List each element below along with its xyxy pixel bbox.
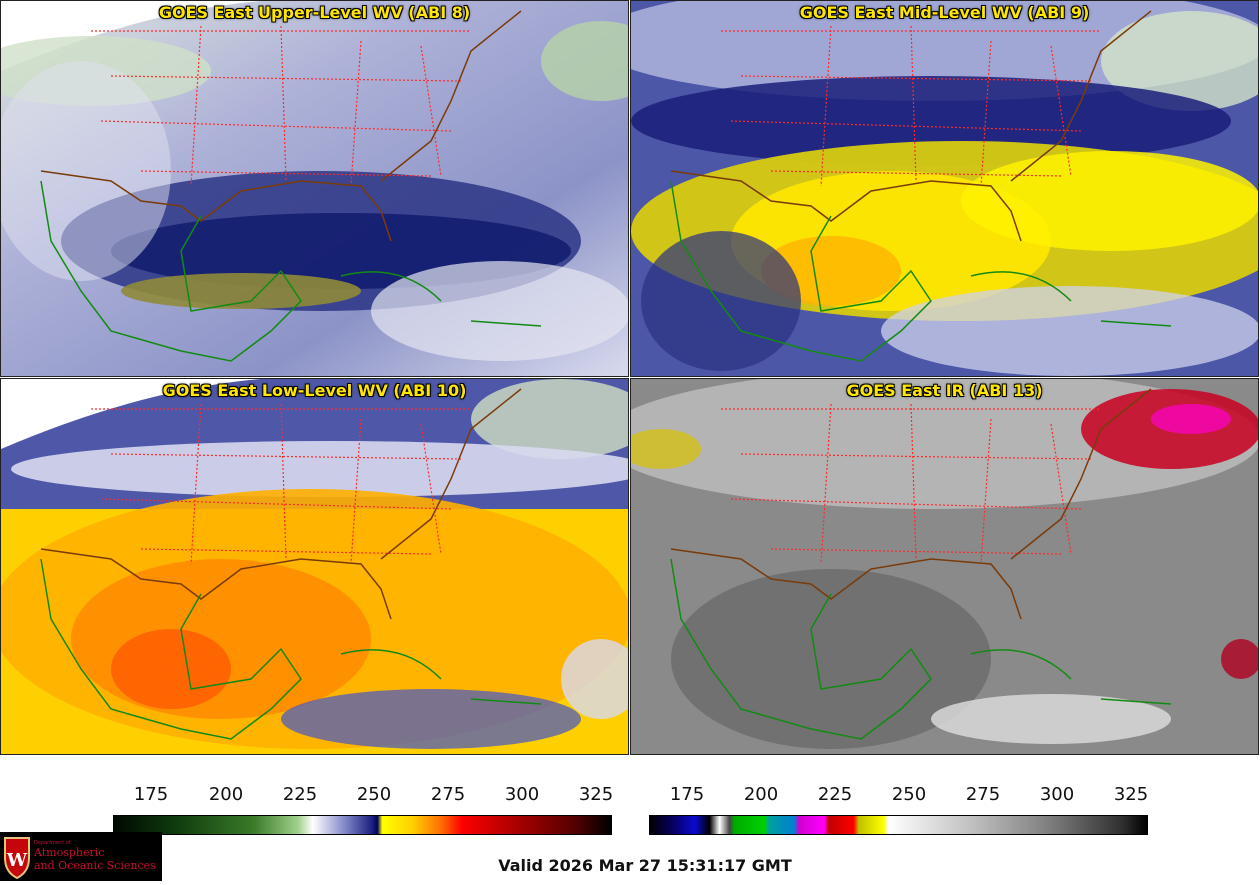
panel-low-level-wv: GOES East Low-Level WV (ABI 10) bbox=[0, 378, 629, 755]
wv-tick-label: 300 bbox=[504, 784, 540, 805]
wv-tick-label: 275 bbox=[430, 784, 466, 805]
ir-tick-label: 300 bbox=[1039, 784, 1075, 805]
ir-color-scale bbox=[649, 815, 1148, 835]
aos-logo: W Department of Atmospheric and Oceanic … bbox=[0, 832, 162, 881]
panel-ir: GOES East IR (ABI 13) bbox=[630, 378, 1259, 755]
wv-tick-label: 175 bbox=[133, 784, 169, 805]
ir-tick-label: 200 bbox=[743, 784, 779, 805]
wv-color-scale bbox=[113, 815, 612, 835]
logo-line1: Atmospheric bbox=[34, 846, 105, 859]
panel-title-upper: GOES East Upper-Level WV (ABI 8) bbox=[158, 3, 471, 22]
panel-mid-level-wv: GOES East Mid-Level WV (ABI 9) bbox=[630, 0, 1259, 377]
uw-crest-icon: W bbox=[4, 837, 30, 880]
valid-time: Valid 2026 Mar 27 15:31:17 GMT bbox=[498, 856, 792, 875]
ir-image bbox=[631, 379, 1258, 754]
panel-title-mid: GOES East Mid-Level WV (ABI 9) bbox=[799, 3, 1090, 22]
ir-tick-label: 175 bbox=[669, 784, 705, 805]
wv-tick-label: 200 bbox=[208, 784, 244, 805]
wv-tick-label: 250 bbox=[356, 784, 392, 805]
panel-title-ir: GOES East IR (ABI 13) bbox=[846, 381, 1043, 400]
ir-tick-label: 325 bbox=[1113, 784, 1149, 805]
panel-title-low: GOES East Low-Level WV (ABI 10) bbox=[162, 381, 467, 400]
ir-tick-label: 250 bbox=[891, 784, 927, 805]
logo-line2: and Oceanic Sciences bbox=[34, 859, 156, 872]
crest-letter: W bbox=[6, 850, 28, 871]
mid-level-wv-image bbox=[631, 1, 1258, 376]
ir-tick-label: 275 bbox=[965, 784, 1001, 805]
panel-upper-level-wv: GOES East Upper-Level WV (ABI 8) bbox=[0, 0, 629, 377]
upper-level-wv-image bbox=[1, 1, 628, 376]
wv-tick-label: 325 bbox=[578, 784, 614, 805]
logo-dept: Department of bbox=[34, 840, 71, 846]
ir-tick-label: 225 bbox=[817, 784, 853, 805]
wv-tick-label: 225 bbox=[282, 784, 318, 805]
low-level-wv-image bbox=[1, 379, 628, 754]
